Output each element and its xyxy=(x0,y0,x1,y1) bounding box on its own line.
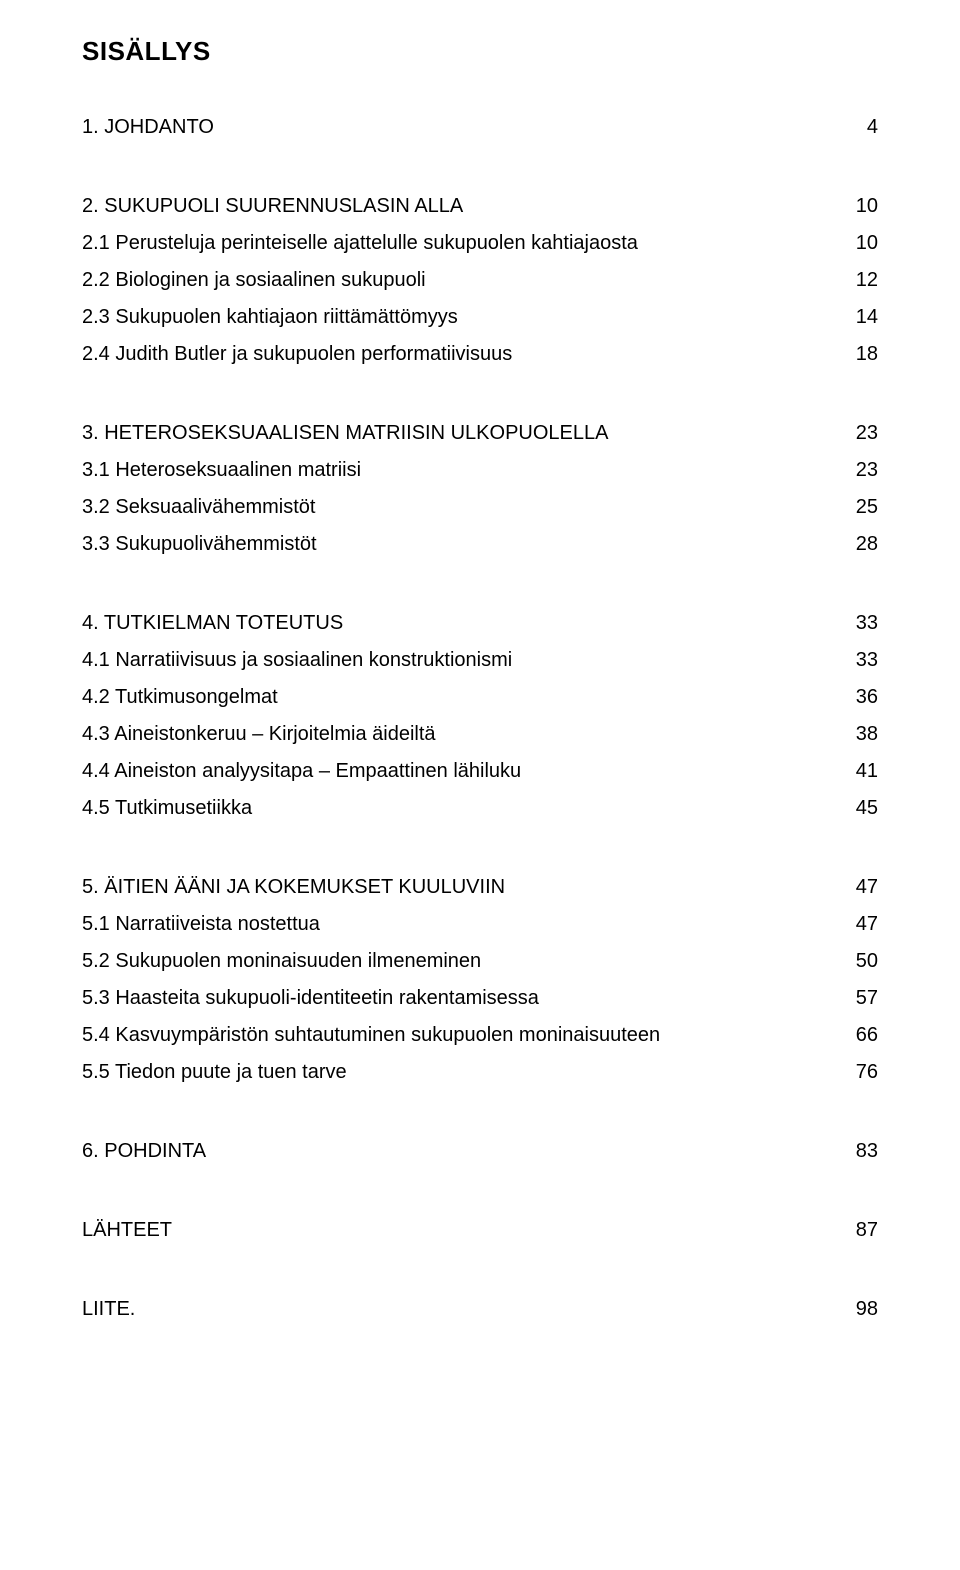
toc-page-number: 87 xyxy=(856,1212,878,1249)
toc-row: 2. SUKUPUOLI SUURENNUSLASIN ALLA 10 xyxy=(82,188,878,225)
toc-page-number: 45 xyxy=(856,790,878,827)
toc-page-number: 38 xyxy=(856,716,878,753)
toc-row: 4.2 Tutkimusongelmat 36 xyxy=(82,679,878,716)
toc-label: 6. POHDINTA xyxy=(82,1133,206,1170)
toc-section: 6. POHDINTA 83 xyxy=(82,1133,878,1170)
toc-page-number: 33 xyxy=(856,642,878,679)
toc-page-number: 47 xyxy=(856,869,878,906)
toc-row: 5.1 Narratiiveista nostettua 47 xyxy=(82,906,878,943)
toc-label: 4.4 Aineiston analyysitapa – Empaattinen… xyxy=(82,753,521,790)
toc-row: 5.5 Tiedon puute ja tuen tarve 76 xyxy=(82,1054,878,1091)
toc-section: 4. TUTKIELMAN TOTEUTUS 33 4.1 Narratiivisu… xyxy=(82,605,878,827)
toc-row: 1. JOHDANTO 4 xyxy=(82,109,878,146)
toc-row: 6. POHDINTA 83 xyxy=(82,1133,878,1170)
toc-label: LIITE. xyxy=(82,1291,135,1328)
toc-page-number: 98 xyxy=(856,1291,878,1328)
toc-row: 2.1 Perusteluja perinteiselle ajattelull… xyxy=(82,225,878,262)
toc-label: 2. SUKUPUOLI SUURENNUSLASIN ALLA xyxy=(82,188,463,225)
toc-page-number: 33 xyxy=(856,605,878,642)
toc-row: 5.4 Kasvuympäristön suhtautuminen sukupu… xyxy=(82,1017,878,1054)
toc-page-number: 10 xyxy=(856,188,878,225)
toc-label: 4.3 Aineistonkeruu – Kirjoitelmia äideil… xyxy=(82,716,436,753)
toc-label: 4. TUTKIELMAN TOTEUTUS xyxy=(82,605,343,642)
toc-label: 3.1 Heteroseksuaalinen matriisi xyxy=(82,452,361,489)
toc-section: LIITE. 98 xyxy=(82,1291,878,1328)
toc-section: 3. HETEROSEKSUAALISEN MATRIISIN ULKOPUOL… xyxy=(82,415,878,563)
toc-row: 3.3 Sukupuolivähemmistöt 28 xyxy=(82,526,878,563)
toc-page-number: 41 xyxy=(856,753,878,790)
toc-row: 4.5 Tutkimusetiikka 45 xyxy=(82,790,878,827)
toc-row: 4. TUTKIELMAN TOTEUTUS 33 xyxy=(82,605,878,642)
toc-page-number: 57 xyxy=(856,980,878,1017)
toc-label: 5.1 Narratiiveista nostettua xyxy=(82,906,320,943)
toc-label: 3.3 Sukupuolivähemmistöt xyxy=(82,526,317,563)
toc-label: 2.4 Judith Butler ja sukupuolen performa… xyxy=(82,336,512,373)
toc-page-number: 23 xyxy=(856,415,878,452)
toc-row: 4.4 Aineiston analyysitapa – Empaattinen… xyxy=(82,753,878,790)
toc-page-number: 14 xyxy=(856,299,878,336)
toc-page-number: 23 xyxy=(856,452,878,489)
toc-body: 1. JOHDANTO 4 2. SUKUPUOLI SUURENNUSLASIN … xyxy=(82,109,878,1328)
toc-label: 2.3 Sukupuolen kahtiajaon riittämättömyy… xyxy=(82,299,458,336)
toc-row: 4.1 Narratiivisuus ja sosiaalinen konstr… xyxy=(82,642,878,679)
toc-row: 2.4 Judith Butler ja sukupuolen performa… xyxy=(82,336,878,373)
toc-row: 3. HETEROSEKSUAALISEN MATRIISIN ULKOPUOL… xyxy=(82,415,878,452)
toc-section: 1. JOHDANTO 4 xyxy=(82,109,878,146)
toc-page-number: 28 xyxy=(856,526,878,563)
toc-section: 5. ÄITIEN ÄÄNI JA KOKEMUKSET KUULUVIIN 47… xyxy=(82,869,878,1091)
toc-page-number: 66 xyxy=(856,1017,878,1054)
toc-row: 5. ÄITIEN ÄÄNI JA KOKEMUKSET KUULUVIIN 47 xyxy=(82,869,878,906)
toc-row: LÄHTEET 87 xyxy=(82,1212,878,1249)
toc-label: 4.5 Tutkimusetiikka xyxy=(82,790,252,827)
page-title: SISÄLLYS xyxy=(82,36,878,67)
toc-page: SISÄLLYS 1. JOHDANTO 4 2. SUKUPUOLI SUUREN… xyxy=(0,0,960,1570)
toc-row: 3.1 Heteroseksuaalinen matriisi 23 xyxy=(82,452,878,489)
toc-label: 3. HETEROSEKSUAALISEN MATRIISIN ULKOPUOL… xyxy=(82,415,608,452)
toc-page-number: 4 xyxy=(867,109,878,146)
toc-page-number: 18 xyxy=(856,336,878,373)
toc-label: 5.4 Kasvuympäristön suhtautuminen sukupu… xyxy=(82,1017,660,1054)
toc-page-number: 36 xyxy=(856,679,878,716)
toc-label: 4.2 Tutkimusongelmat xyxy=(82,679,278,716)
toc-page-number: 83 xyxy=(856,1133,878,1170)
toc-label: 3.2 Seksuaalivähemmistöt xyxy=(82,489,315,526)
toc-label: 2.2 Biologinen ja sosiaalinen sukupuoli xyxy=(82,262,426,299)
toc-section: LÄHTEET 87 xyxy=(82,1212,878,1249)
toc-page-number: 12 xyxy=(856,262,878,299)
toc-row: 3.2 Seksuaalivähemmistöt 25 xyxy=(82,489,878,526)
toc-row: 2.2 Biologinen ja sosiaalinen sukupuoli 1… xyxy=(82,262,878,299)
toc-row: 5.3 Haasteita sukupuoli-identiteetin rak… xyxy=(82,980,878,1017)
toc-page-number: 50 xyxy=(856,943,878,980)
toc-label: 5. ÄITIEN ÄÄNI JA KOKEMUKSET KUULUVIIN xyxy=(82,869,505,906)
toc-row: 2.3 Sukupuolen kahtiajaon riittämättömyy… xyxy=(82,299,878,336)
toc-row: LIITE. 98 xyxy=(82,1291,878,1328)
toc-page-number: 47 xyxy=(856,906,878,943)
toc-row: 5.2 Sukupuolen moninaisuuden ilmeneminen… xyxy=(82,943,878,980)
toc-label: 5.3 Haasteita sukupuoli-identiteetin rak… xyxy=(82,980,539,1017)
toc-row: 4.3 Aineistonkeruu – Kirjoitelmia äideil… xyxy=(82,716,878,753)
toc-page-number: 25 xyxy=(856,489,878,526)
toc-page-number: 10 xyxy=(856,225,878,262)
toc-section: 2. SUKUPUOLI SUURENNUSLASIN ALLA 10 2.1 Pe… xyxy=(82,188,878,373)
toc-label: 2.1 Perusteluja perinteiselle ajattelull… xyxy=(82,225,638,262)
toc-label: LÄHTEET xyxy=(82,1212,172,1249)
toc-page-number: 76 xyxy=(856,1054,878,1091)
toc-label: 4.1 Narratiivisuus ja sosiaalinen konstr… xyxy=(82,642,512,679)
toc-label: 5.2 Sukupuolen moninaisuuden ilmeneminen xyxy=(82,943,481,980)
toc-label: 1. JOHDANTO xyxy=(82,109,214,146)
toc-label: 5.5 Tiedon puute ja tuen tarve xyxy=(82,1054,347,1091)
